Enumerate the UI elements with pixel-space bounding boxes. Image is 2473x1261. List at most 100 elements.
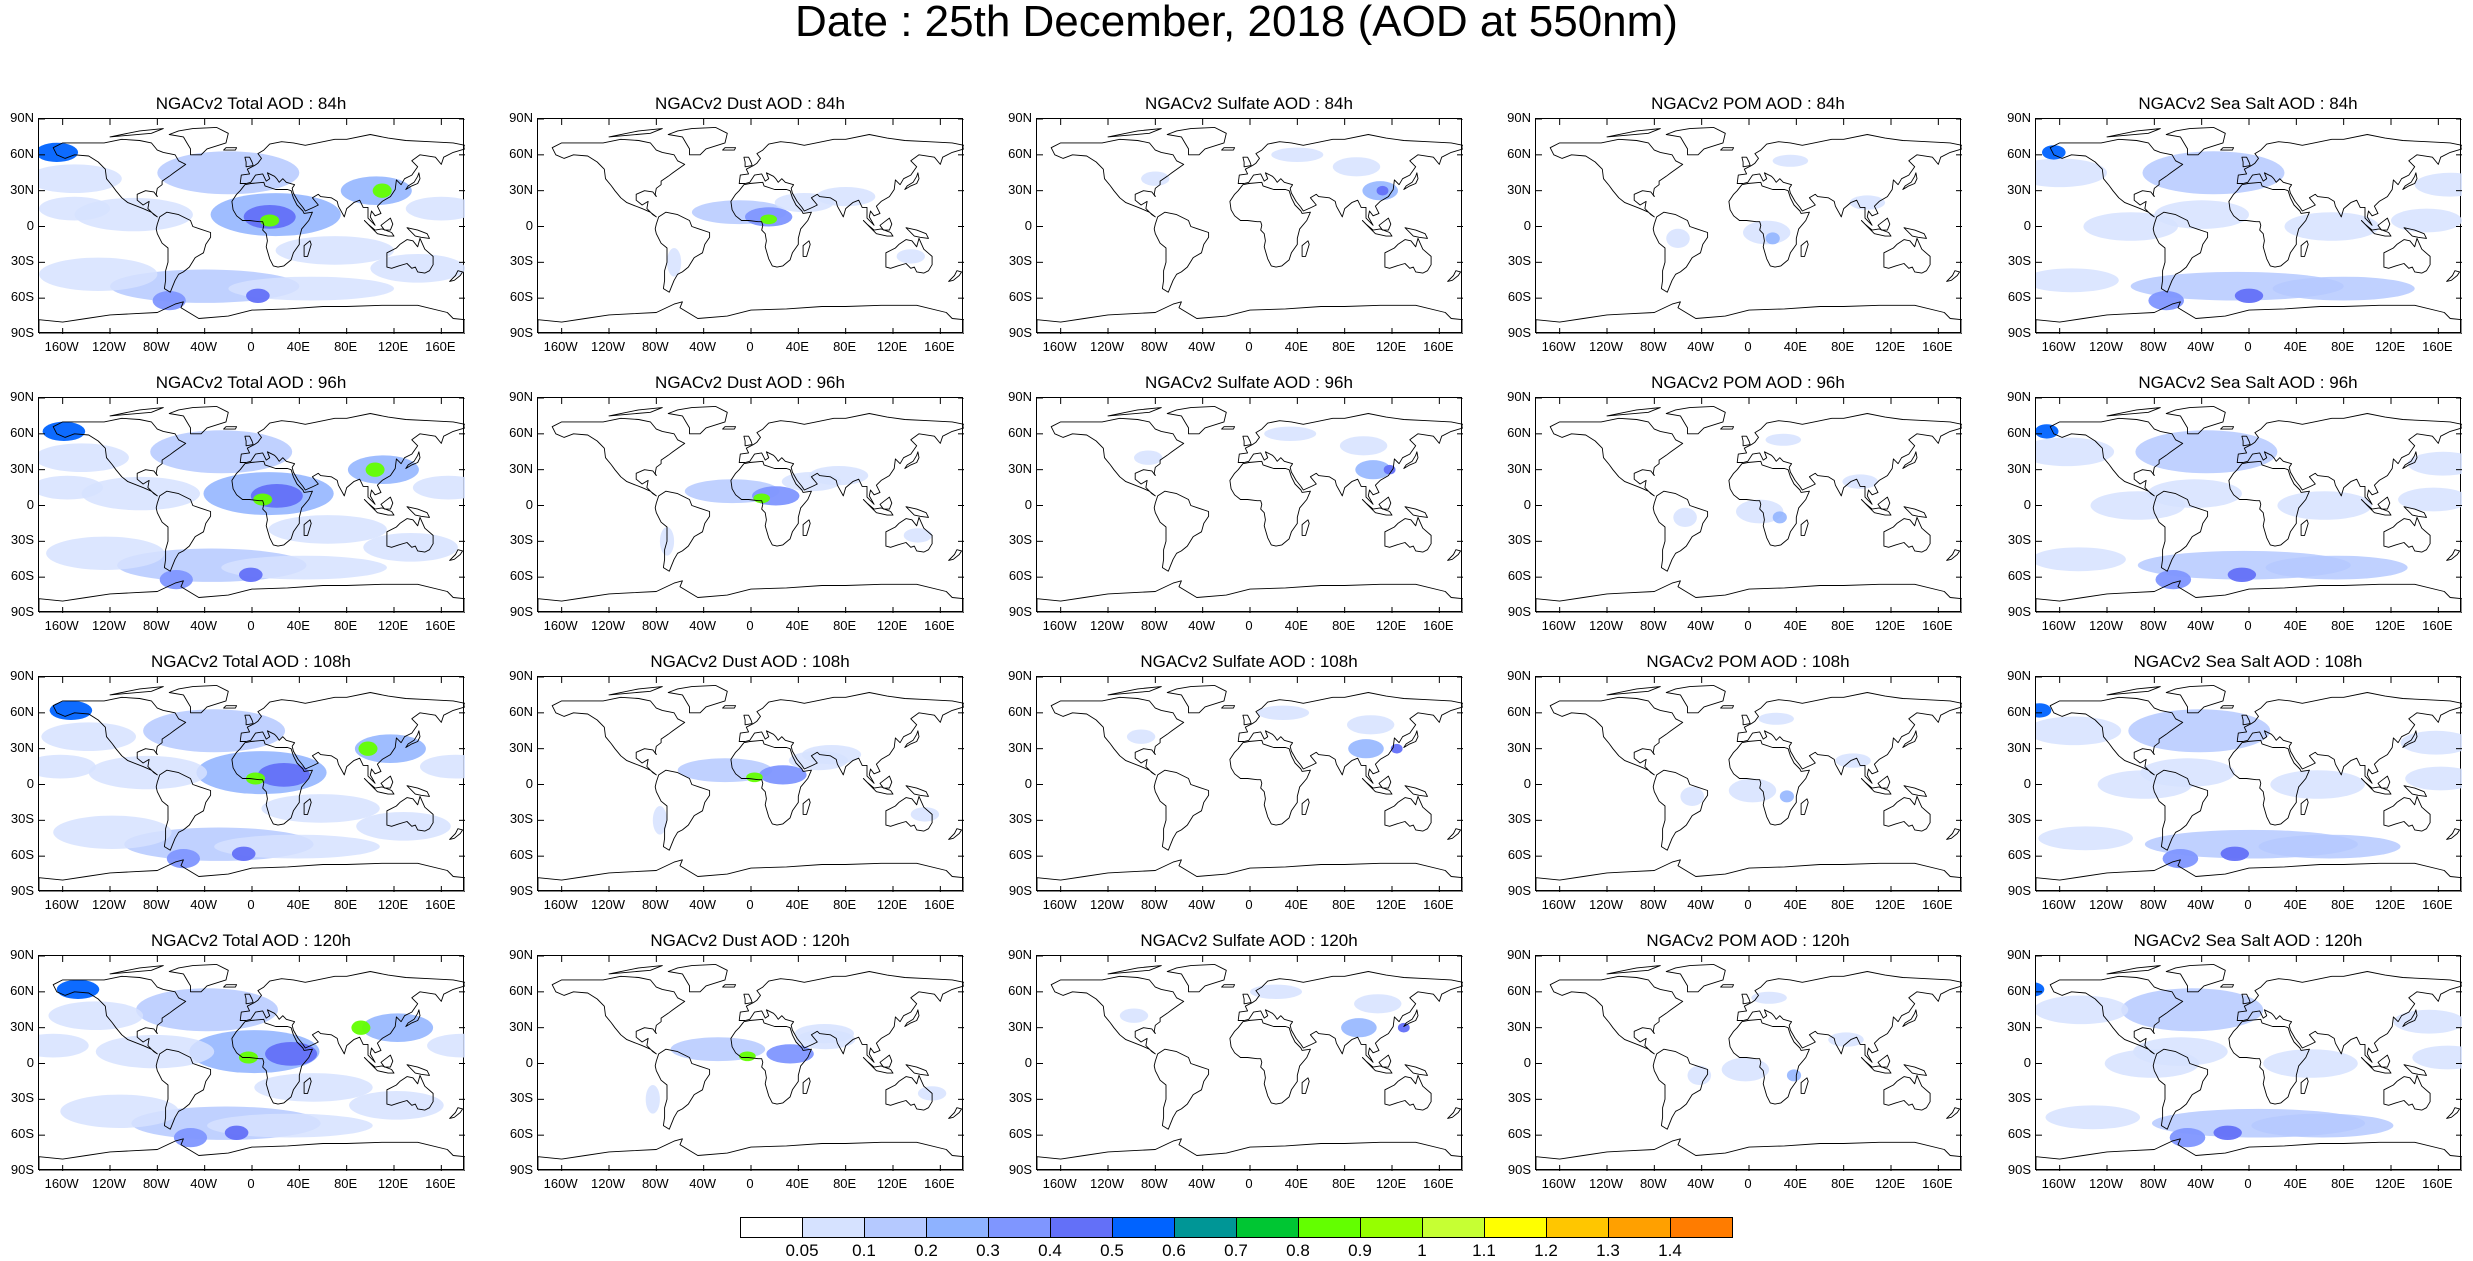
lat-tick-label: 30S — [509, 811, 533, 827]
north-america-coastline — [1050, 975, 1185, 1055]
greenland-coastline — [1665, 126, 1726, 156]
lon-tick-label: 160W — [44, 618, 79, 633]
lat-tick-label: 60S — [2007, 847, 2031, 863]
aod-shading — [150, 430, 293, 474]
lat-tick-label: 60N — [10, 145, 34, 161]
map-panel — [38, 118, 465, 334]
lon-tick-label: 160E — [924, 897, 955, 912]
aod-shading — [1687, 1065, 1712, 1085]
lon-tick-label: 120W — [1589, 897, 1623, 912]
lon-tick-label: 80E — [1332, 1176, 1356, 1191]
arctic-islands-coastline — [608, 407, 663, 417]
panel-title: NGACv2 Sea Salt AOD : 96h — [2138, 373, 2358, 392]
indonesia-coastline — [2360, 1057, 2392, 1074]
lat-tick-label: 30S — [10, 1090, 34, 1106]
new-guinea-coastline — [1903, 227, 1927, 239]
antarctica-coastline — [1536, 580, 1962, 613]
lon-tick-label: 40E — [1284, 1176, 1308, 1191]
lon-tick-label: 120W — [591, 618, 625, 633]
lon-tick-label: 160W — [44, 339, 79, 354]
borneo-coastline — [1877, 496, 1891, 510]
map-panel — [537, 676, 964, 892]
japan-coastline — [1902, 1009, 1918, 1027]
aod-shading — [39, 475, 103, 500]
borneo-coastline — [380, 775, 394, 789]
eurasia-coastline — [1237, 413, 1463, 505]
lon-tick-label: 0 — [1744, 339, 1752, 354]
borneo-coastline — [1877, 775, 1891, 789]
indonesia-coastline — [363, 220, 395, 237]
south-america-coastline — [1652, 211, 1709, 293]
uk-coastline — [2241, 156, 2251, 168]
arctic-islands-coastline — [2106, 686, 2161, 696]
lon-tick-label: 0 — [1744, 897, 1752, 912]
uk-coastline — [2241, 993, 2251, 1005]
antarctica-coastline — [2036, 580, 2462, 613]
eurasia-coastline — [738, 413, 964, 505]
aod-shading — [2412, 1045, 2462, 1070]
madagascar-coastline — [802, 240, 811, 257]
aod-shading — [354, 734, 426, 763]
indonesia-coastline — [363, 499, 395, 516]
lon-tick-label: 80E — [1332, 618, 1356, 633]
iceland-coastline — [1720, 705, 1735, 709]
panel-title: NGACv2 Sulfate AOD : 120h — [1140, 931, 1358, 950]
lat-tick-label: 60S — [1507, 847, 1531, 863]
aod-shading — [363, 533, 458, 562]
lat-tick-label: 30S — [1507, 532, 1531, 548]
eurasia-coastline — [2236, 692, 2462, 784]
lon-tick-label: 80E — [334, 897, 358, 912]
north-america-coastline — [1050, 417, 1185, 497]
lon-tick-label: 0 — [2244, 897, 2252, 912]
indonesia-coastline — [1361, 220, 1393, 237]
lon-tick-label: 80E — [2331, 1176, 2355, 1191]
japan-coastline — [405, 172, 421, 190]
new-zealand-coastline — [449, 549, 464, 561]
lon-tick-label: 40E — [1783, 618, 1807, 633]
iceland-coastline — [722, 705, 737, 709]
south-america-coastline — [1153, 769, 1210, 851]
north-america-coastline — [2049, 975, 2184, 1055]
lon-tick-label: 40E — [785, 339, 809, 354]
lon-tick-label: 40W — [1188, 339, 1216, 354]
aod-shading — [1758, 712, 1794, 725]
aod-shading — [2036, 995, 2129, 1025]
aod-shading — [739, 1051, 756, 1062]
colorbar-swatch — [1112, 1217, 1175, 1238]
new-guinea-coastline — [1404, 785, 1428, 797]
new-zealand-coastline — [1946, 549, 1961, 561]
lon-tick-label: 120E — [876, 618, 908, 633]
north-america-coastline — [52, 975, 187, 1055]
antarctica-coastline — [1037, 1138, 1463, 1171]
panel-title: NGACv2 Sulfate AOD : 84h — [1145, 94, 1353, 113]
madagascar-coastline — [1301, 240, 1310, 257]
map-panel — [537, 397, 964, 613]
aod-shading — [2036, 703, 2052, 718]
lon-tick-label: 120E — [1375, 618, 1407, 633]
lat-tick-label: 60N — [2007, 703, 2031, 719]
lon-tick-label: 40W — [689, 1176, 717, 1191]
borneo-coastline — [380, 496, 394, 510]
borneo-coastline — [1378, 775, 1392, 789]
lon-tick-label: 120E — [1874, 618, 1906, 633]
lat-tick-label: 0 — [26, 217, 34, 233]
lat-tick-label: 90N — [509, 668, 533, 683]
uk-coastline — [1741, 156, 1751, 168]
lon-tick-label: 120E — [377, 1176, 409, 1191]
japan-coastline — [1403, 451, 1419, 469]
australia-coastline — [386, 1074, 434, 1111]
aod-shading — [362, 1013, 434, 1042]
lon-tick-label: 80W — [641, 618, 669, 633]
antarctica-coastline — [39, 859, 465, 892]
lon-tick-label: 40E — [1284, 339, 1308, 354]
uk-coastline — [1741, 714, 1751, 726]
antarctica-coastline — [1536, 301, 1962, 334]
lat-tick-label: 0 — [525, 1054, 533, 1070]
madagascar-coastline — [802, 798, 811, 815]
colorbar-label: 0.8 — [1286, 1241, 1310, 1260]
colorbar-swatch — [926, 1217, 989, 1238]
lat-tick-label: 90N — [2007, 668, 2031, 683]
map-panel — [2035, 118, 2462, 334]
new-zealand-coastline — [1447, 270, 1462, 282]
